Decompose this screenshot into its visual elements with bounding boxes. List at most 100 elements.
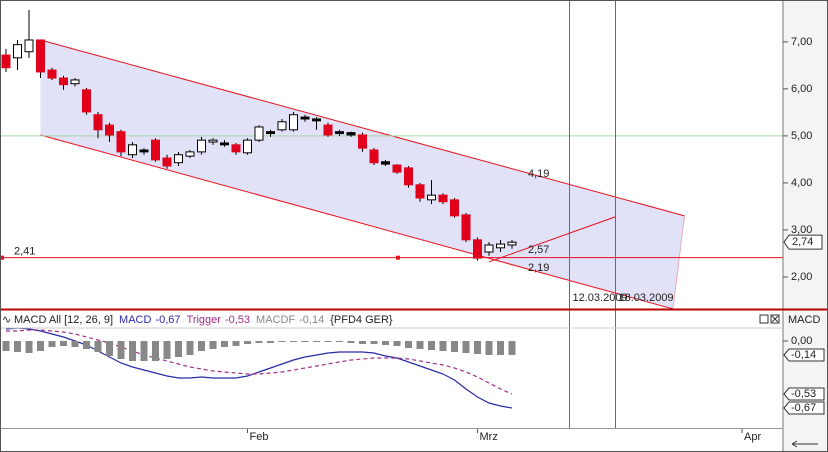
histogram-bar — [290, 341, 297, 342]
candle-body — [24, 39, 34, 53]
close-x — [771, 315, 779, 323]
histogram-bar — [37, 341, 44, 351]
candle-body — [254, 126, 264, 141]
legend-name: MACD — [119, 314, 151, 326]
x-tick-label: Apr — [744, 431, 761, 443]
histogram-bar — [255, 341, 263, 343]
maximize-button[interactable] — [759, 314, 769, 324]
candle-body — [174, 154, 183, 164]
candle-body — [323, 124, 333, 136]
last-value-marker — [783, 387, 825, 401]
candle-body — [220, 142, 229, 146]
candle-body — [346, 132, 356, 136]
indicator-source: {PFD4 GER} — [330, 314, 393, 326]
last-value-marker — [783, 401, 825, 415]
histogram-bar — [416, 341, 424, 349]
histogram-bar — [221, 341, 228, 347]
candle-body — [47, 69, 57, 79]
y-tick-label: 7,00 — [791, 36, 812, 48]
indicator-line — [6, 329, 513, 395]
last-value-label: -0,14 — [791, 349, 816, 361]
candle-body — [36, 39, 45, 73]
histogram-bar — [60, 341, 67, 346]
histogram-bar — [140, 341, 148, 361]
candle-body — [70, 79, 80, 85]
channel-fill — [40, 39, 685, 309]
histogram-bar — [393, 341, 401, 346]
histogram-bar — [152, 341, 159, 361]
histogram-bar — [347, 341, 355, 343]
indicator-line — [5, 327, 513, 409]
vertical-line-label: 18.03.2009 — [619, 292, 674, 304]
candle-body — [208, 139, 218, 143]
legend-value: -0,53 — [225, 314, 250, 326]
candle-body — [404, 167, 413, 186]
candle-body — [358, 134, 367, 149]
candle-body — [381, 161, 390, 165]
last-value-marker — [783, 348, 825, 362]
x-tick-label: Feb — [250, 431, 269, 443]
histogram-bar — [209, 341, 217, 349]
histogram-bar — [451, 341, 458, 352]
candle-body — [116, 131, 126, 153]
histogram-bar — [462, 341, 470, 353]
histogram-bar — [232, 341, 240, 346]
histogram-bar — [359, 341, 366, 344]
histogram-bar — [48, 341, 56, 347]
last-value-label: -0,53 — [791, 388, 816, 400]
candle-body — [197, 139, 206, 153]
candle-body — [427, 194, 436, 201]
histogram-bar — [117, 341, 125, 359]
candle-body — [415, 184, 425, 199]
scroll-arrow[interactable] — [791, 440, 818, 448]
candle-body — [13, 44, 22, 59]
candle-body — [335, 131, 344, 135]
candle-body — [300, 116, 310, 120]
histogram-bar — [267, 341, 274, 343]
close-box — [770, 314, 780, 324]
histogram-bar — [439, 341, 447, 351]
plot-layer: 2,00 3,00 4,00 5,00 6,00 7,00 4,19 2,41 2,57 2,19… — [0, 0, 812, 443]
histogram-bar — [405, 341, 412, 348]
candle-body — [438, 194, 448, 203]
candle-body — [151, 139, 160, 161]
histogram-bar — [2, 341, 10, 351]
candle-body — [162, 157, 172, 167]
channel-upper — [40, 39, 685, 217]
candle-body — [82, 89, 91, 113]
histogram-bar — [244, 341, 251, 344]
y-tick-label: 2,00 — [791, 271, 812, 283]
candle-body — [507, 241, 517, 246]
histogram-bar — [370, 341, 378, 344]
y-tick-label: 0,00 — [791, 335, 812, 347]
candle-body — [93, 114, 103, 131]
channel-right-edge — [672, 215, 685, 310]
annotation: 2,57 — [528, 244, 549, 256]
histogram-bar — [186, 341, 194, 355]
histogram-bar — [508, 341, 516, 355]
y-tick-label: 6,00 — [791, 83, 812, 95]
histogram-bar — [83, 341, 90, 349]
candle-body — [59, 77, 68, 86]
candle-body — [369, 149, 379, 164]
legend-value: -0,14 — [299, 314, 324, 326]
candle-body — [392, 164, 402, 173]
x-tick-label: Mrz — [480, 431, 498, 443]
histogram-bar — [129, 341, 136, 361]
last-price-marker — [783, 234, 823, 250]
candle-body — [105, 124, 114, 136]
axis-background — [783, 0, 828, 452]
channel-lower — [40, 134, 674, 310]
histogram-bar — [474, 341, 481, 354]
indicator-title: MACD All [12, 26, 9] — [14, 314, 113, 326]
histogram-bar — [71, 341, 79, 347]
indicator-header: MACD All [12, 26, 9] MACD -0,67 Trigger -0,5… — [14, 314, 393, 326]
candle-body — [450, 199, 459, 217]
legend-value: -0,67 — [155, 314, 180, 326]
candle-body — [231, 144, 241, 153]
line-handle — [396, 255, 400, 260]
candle-body — [473, 239, 482, 259]
close-button[interactable] — [770, 314, 780, 324]
